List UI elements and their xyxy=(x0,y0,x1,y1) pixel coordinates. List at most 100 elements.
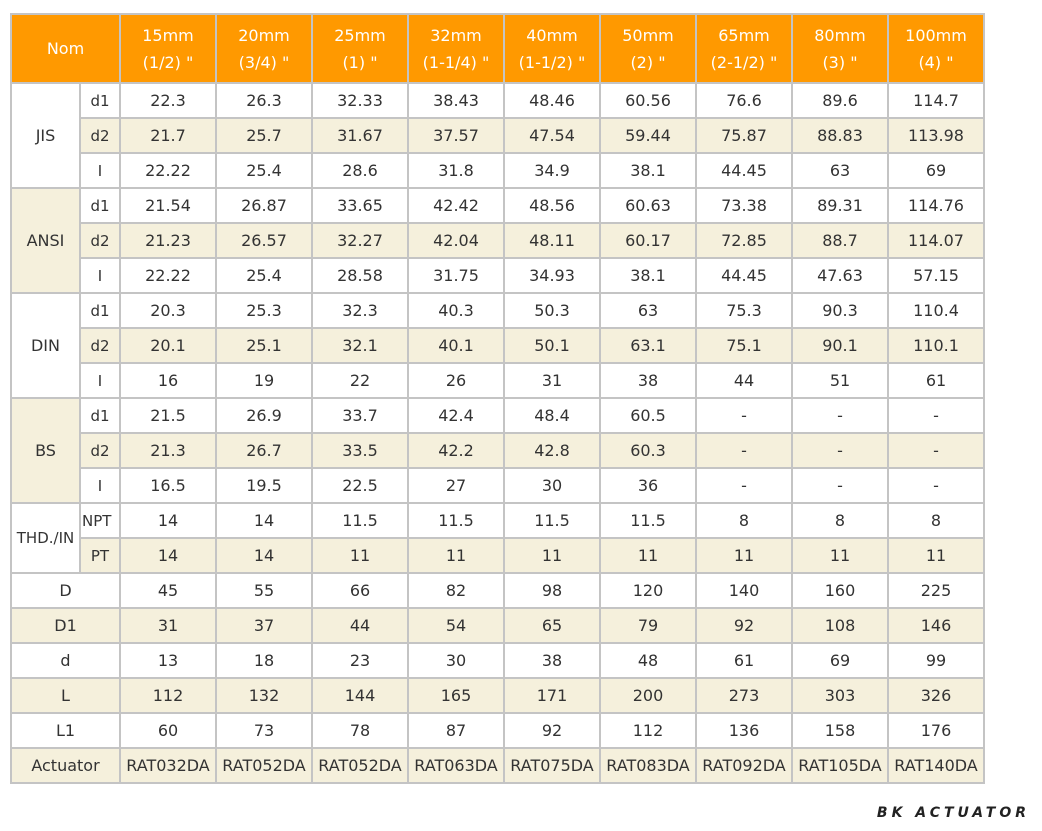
table-cell: 61 xyxy=(887,362,985,399)
table-cell: - xyxy=(695,467,793,504)
table-cell: 26.9 xyxy=(215,397,313,434)
table-cell: RAT075DA xyxy=(503,747,601,784)
table-row: d2 21.23 26.57 32.27 42.04 48.11 60.17 72.85 88.… xyxy=(11,222,985,259)
spec-table: Nom 15mm (1/2) " 20mm (3/4) " 25mm (1) " 32mm (… xyxy=(10,13,985,784)
size-inch: (3/4) " xyxy=(238,52,290,72)
table-cell: 31 xyxy=(119,607,217,644)
table-cell: 25.1 xyxy=(215,327,313,364)
sub-label: d1 xyxy=(79,292,121,329)
table-cell: 48 xyxy=(599,642,697,679)
table-cell: 48.46 xyxy=(503,82,601,119)
sub-label: NPT xyxy=(79,502,121,539)
table-cell: 8 xyxy=(887,502,985,539)
table-cell: 88.7 xyxy=(791,222,889,259)
table-cell: 13 xyxy=(119,642,217,679)
table-cell: 60 xyxy=(119,712,217,749)
table-row: THD./IN NPT 14 14 11.5 11.5 11.5 11.5 8 8 8 xyxy=(10,502,985,574)
table-cell: 114.7 xyxy=(887,82,985,119)
sub-label: d2 xyxy=(79,432,121,469)
table-cell: 110.4 xyxy=(887,292,985,329)
table-cell: 16 xyxy=(119,362,217,399)
size-inch: (1/2) " xyxy=(142,52,194,72)
sub-label: d1 xyxy=(79,187,121,224)
group-label: JIS xyxy=(10,82,81,189)
dim-label: D1 xyxy=(10,607,121,644)
table-cell: 73 xyxy=(215,712,313,749)
table-row: d2 21.3 26.7 33.5 42.2 42.8 60.3- - - xyxy=(11,432,985,469)
table-cell: 45 xyxy=(119,572,217,609)
size-mm: 20mm xyxy=(238,25,290,45)
table-cell: 11.5 xyxy=(503,502,601,539)
group-label: DIN xyxy=(10,292,81,399)
table-cell: 32.33 xyxy=(311,82,409,119)
table-cell: RAT140DA xyxy=(887,747,985,784)
table-cell: 8 xyxy=(791,502,889,539)
table-cell: 89.6 xyxy=(791,82,889,119)
table-cell: 30 xyxy=(407,642,505,679)
table-cell: 73.38 xyxy=(695,187,793,224)
table-cell: 26.3 xyxy=(215,82,313,119)
table-cell: - xyxy=(887,397,985,434)
table-cell: 176 xyxy=(887,712,985,749)
size-inch: (2-1/2) " xyxy=(710,52,778,72)
table-cell: 11 xyxy=(791,537,889,574)
group-label: BS xyxy=(10,397,81,504)
size-header: 100mm (4) " xyxy=(887,13,985,84)
table-cell: 63 xyxy=(599,292,697,329)
table-cell: - xyxy=(695,432,793,469)
sub-label: I xyxy=(79,257,121,294)
table-cell: 25.3 xyxy=(215,292,313,329)
table-cell: 33.7 xyxy=(311,397,409,434)
size-inch: (1-1/2) " xyxy=(518,52,586,72)
table-cell: 60.17 xyxy=(599,222,697,259)
table-cell: 11 xyxy=(503,537,601,574)
group-label: THD./IN xyxy=(10,502,81,574)
table-cell: 54 xyxy=(407,607,505,644)
table-cell: 34.9 xyxy=(503,152,601,189)
table-cell: 92 xyxy=(503,712,601,749)
table-cell: 26 xyxy=(407,362,505,399)
sub-label: d2 xyxy=(79,222,121,259)
table-cell: 22.3 xyxy=(119,82,217,119)
table-cell: 27 xyxy=(407,467,505,504)
table-cell: 33.5 xyxy=(311,432,409,469)
table-cell: 61 xyxy=(695,642,793,679)
table-cell: 16.5 xyxy=(119,467,217,504)
table-cell: 44.45 xyxy=(695,257,793,294)
table-cell: 21.3 xyxy=(119,432,217,469)
table-cell: 69 xyxy=(887,152,985,189)
size-mm: 25mm xyxy=(334,25,386,45)
table-cell: 273 xyxy=(695,677,793,714)
table-cell: 21.7 xyxy=(119,117,217,154)
size-header: 25mm (1) " xyxy=(311,13,409,84)
table-row: d2 21.7 25.7 31.67 37.57 47.54 59.44 75.87 88.83… xyxy=(11,117,985,154)
dim-label: L1 xyxy=(10,712,121,749)
table-cell: - xyxy=(791,397,889,434)
brand-label: BK ACTUATOR xyxy=(876,805,1030,821)
table-cell: 14 xyxy=(215,502,313,539)
table-cell: - xyxy=(695,397,793,434)
table-cell: 38.43 xyxy=(407,82,505,119)
table-cell: 22.22 xyxy=(119,257,217,294)
table-cell: 32.27 xyxy=(311,222,409,259)
size-inch: (2) " xyxy=(630,52,666,72)
table-cell: 65 xyxy=(503,607,601,644)
nom-header: Nom xyxy=(10,13,121,84)
table-cell: 37 xyxy=(215,607,313,644)
sub-label: d1 xyxy=(79,82,121,119)
size-mm: 40mm xyxy=(526,25,578,45)
table-cell: 50.3 xyxy=(503,292,601,329)
table-cell: 114.76 xyxy=(887,187,985,224)
table-cell: - xyxy=(887,432,985,469)
table-cell: 40.3 xyxy=(407,292,505,329)
table-cell: 38 xyxy=(599,362,697,399)
table-cell: 78 xyxy=(311,712,409,749)
table-cell: 87 xyxy=(407,712,505,749)
table-cell: 90.1 xyxy=(791,327,889,364)
table-cell: 34.93 xyxy=(503,257,601,294)
size-mm: 15mm xyxy=(142,25,194,45)
table-cell: 63.1 xyxy=(599,327,697,364)
sub-label: d2 xyxy=(79,117,121,154)
table-cell: 146 xyxy=(887,607,985,644)
table-cell: 19 xyxy=(215,362,313,399)
